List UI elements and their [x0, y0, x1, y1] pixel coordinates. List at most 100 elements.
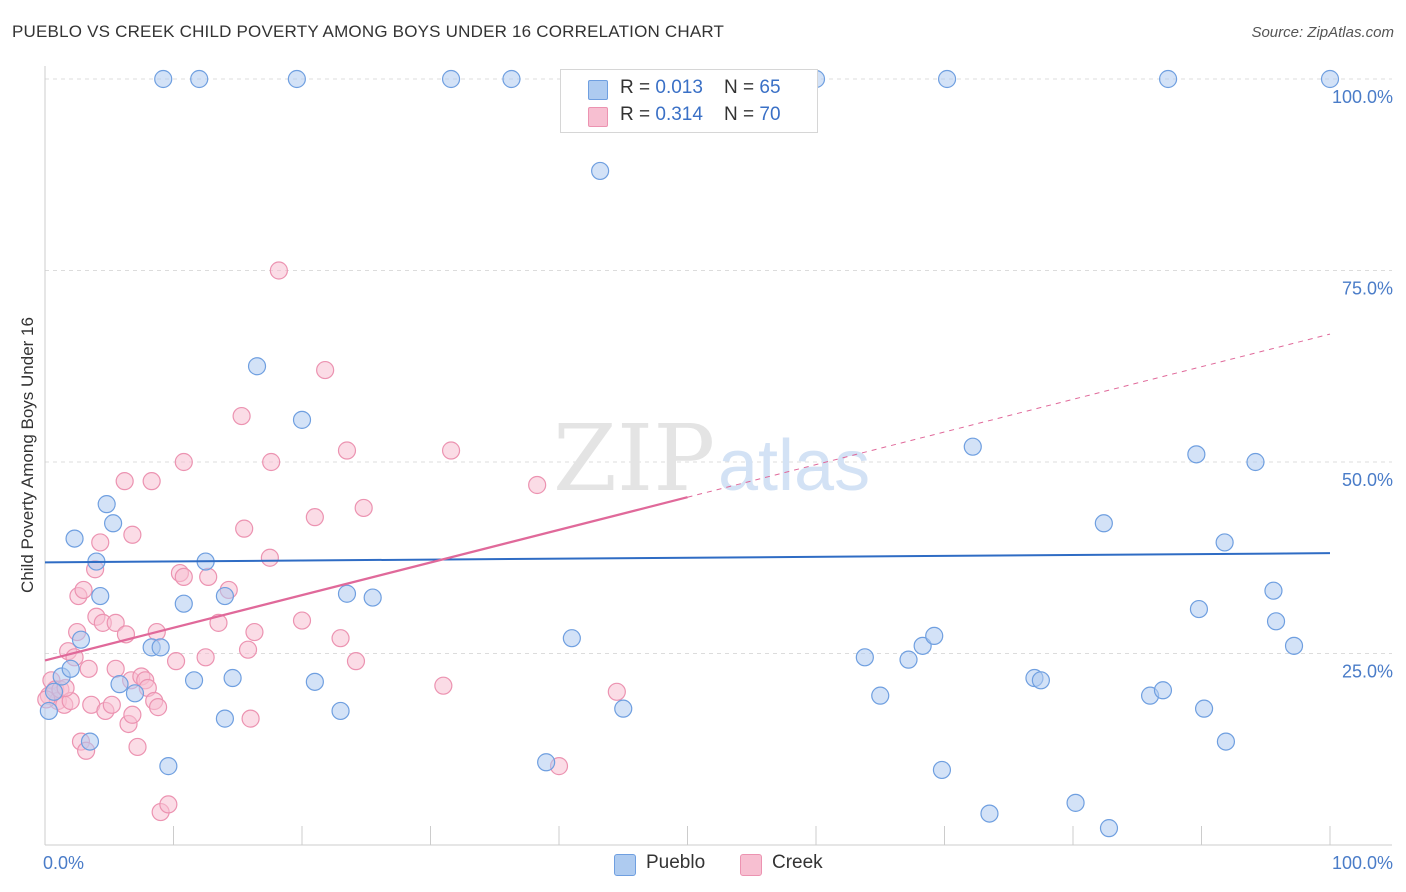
- pueblo-point-39: [562, 629, 581, 648]
- creek-swatch: [588, 107, 608, 127]
- pueblo-point-26: [337, 584, 357, 603]
- creek-points: [37, 261, 626, 822]
- pueblo-n-label: N =: [724, 77, 760, 98]
- pueblo-point-6: [80, 732, 100, 751]
- pueblo-points: [39, 69, 1340, 838]
- y-tick-label-75: 75.0%: [1342, 279, 1393, 299]
- pueblo-point-17: [184, 671, 204, 690]
- creek-point-51: [241, 709, 260, 728]
- creek-n-value: 70: [759, 104, 781, 125]
- creek-point-57: [305, 508, 324, 527]
- pueblo-point-55: [1153, 681, 1173, 700]
- pueblo-point-9: [97, 495, 116, 514]
- creek-point-30: [128, 737, 147, 757]
- bottom-creek-swatch: [740, 854, 762, 876]
- y-axis-label: Child Poverty Among Boys Under 16: [18, 317, 37, 593]
- pueblo-point-50: [1031, 671, 1050, 690]
- creek-n-label: N =: [724, 104, 760, 125]
- pueblo-point-42: [871, 686, 890, 705]
- pueblo-point-41: [855, 648, 874, 667]
- pueblo-point-25: [331, 701, 350, 721]
- creek-point-62: [354, 498, 373, 518]
- pueblo-trend-line: [44, 552, 1331, 564]
- pueblo-point-62: [1264, 581, 1283, 600]
- creek-r-label: R =: [620, 104, 656, 125]
- pueblo-r-value: 0.013: [655, 77, 703, 98]
- pueblo-point-4: [65, 529, 84, 548]
- creek-r-value: 0.314: [655, 104, 703, 125]
- pueblo-point-53: [1099, 819, 1119, 838]
- creek-point-59: [331, 629, 350, 648]
- creek-point-22: [106, 613, 125, 632]
- pueblo-point-32: [502, 69, 521, 89]
- pueblo-point-3: [61, 659, 80, 678]
- creek-point-42: [174, 452, 193, 472]
- pueblo-point-1: [44, 682, 64, 701]
- creek-point-55: [269, 261, 288, 280]
- pueblo-point-37: [591, 161, 610, 181]
- pueblo-point-0: [39, 701, 58, 721]
- creek-point-60: [337, 441, 357, 460]
- creek-point-37: [148, 698, 168, 717]
- bottom-pueblo-swatch: [614, 854, 636, 876]
- pueblo-point-15: [159, 757, 178, 776]
- pueblo-point-40: [614, 699, 633, 718]
- pueblo-point-23: [292, 410, 312, 429]
- pueblo-point-10: [104, 514, 123, 533]
- creek-point-52: [245, 622, 264, 642]
- creek-point-12: [74, 580, 93, 600]
- pueblo-point-51: [1066, 793, 1085, 812]
- pueblo-point-38: [537, 753, 556, 772]
- pueblo-point-57: [1189, 599, 1209, 619]
- creek-point-34: [142, 472, 161, 491]
- creek-point-45: [199, 567, 218, 587]
- tick-labels: 25.0% 50.0% 75.0% 100.0% 0.0% 100.0%: [43, 87, 1393, 873]
- creek-point-50: [238, 640, 258, 659]
- pueblo-point-8: [91, 586, 110, 606]
- pueblo-point-31: [441, 69, 461, 89]
- pueblo-point-28: [154, 69, 173, 89]
- grid-lines: [45, 78, 1392, 654]
- x-tick-label-0: 0.0%: [43, 853, 84, 873]
- creek-point-18: [91, 533, 110, 552]
- pueblo-point-56: [1187, 445, 1206, 464]
- pueblo-point-34: [937, 69, 957, 89]
- pueblo-point-52: [1094, 514, 1113, 533]
- pueblo-point-63: [1266, 612, 1286, 631]
- creek-point-61: [346, 652, 366, 671]
- pueblo-point-12: [125, 684, 145, 703]
- pueblo-point-60: [1216, 732, 1236, 751]
- pueblo-point-45: [925, 626, 944, 645]
- pueblo-point-30: [287, 69, 306, 89]
- pueblo-point-64: [1284, 636, 1304, 655]
- bottom-creek-label: Creek: [772, 852, 823, 873]
- creek-point-46: [209, 613, 228, 632]
- pueblo-point-14: [151, 638, 170, 657]
- pueblo-point-36: [1320, 69, 1340, 89]
- source-label: Source: ZipAtlas.com: [1251, 24, 1394, 41]
- creek-point-67: [607, 682, 626, 701]
- creek-point-54: [262, 452, 281, 472]
- creek-point-63: [434, 676, 453, 695]
- x-tick-label-100: 100.0%: [1332, 853, 1393, 873]
- pueblo-point-59: [1215, 533, 1234, 552]
- creek-point-48: [232, 406, 251, 426]
- creek-point-24: [115, 472, 134, 491]
- pueblo-point-43: [899, 650, 918, 669]
- pueblo-n-value: 65: [759, 77, 781, 98]
- pueblo-r-label: R =: [620, 77, 656, 98]
- creek-point-14: [79, 659, 98, 678]
- pueblo-point-44: [913, 636, 932, 655]
- creek-point-40: [166, 652, 186, 671]
- y-tick-label-25: 25.0%: [1342, 662, 1393, 682]
- pueblo-point-47: [963, 437, 982, 456]
- watermark-zip: ZIP: [553, 405, 715, 512]
- pueblo-point-20: [215, 709, 234, 728]
- pueblo-point-58: [1194, 699, 1214, 718]
- creek-point-53: [260, 548, 279, 567]
- creek-point-43: [174, 567, 193, 587]
- creek-point-56: [292, 611, 312, 630]
- creek-point-29: [123, 525, 142, 544]
- pueblo-point-11: [110, 675, 129, 694]
